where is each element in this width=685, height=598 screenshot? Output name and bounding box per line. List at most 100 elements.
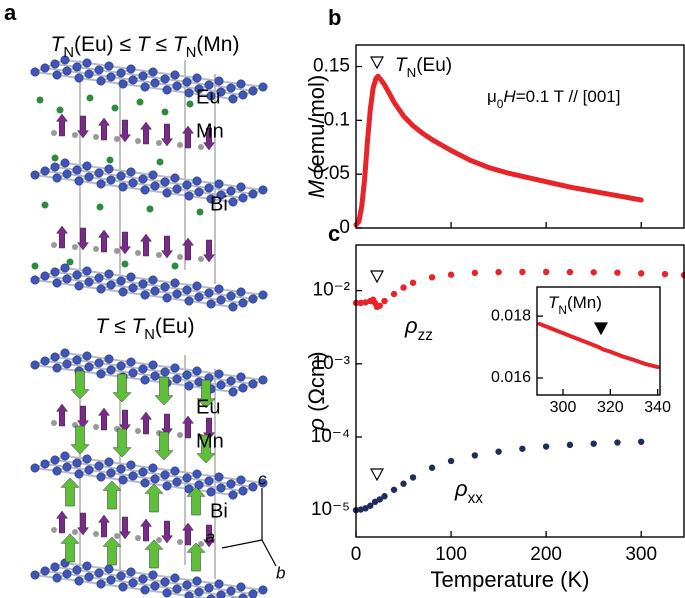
- spin-arrow: [76, 115, 90, 139]
- eu-atom: [51, 154, 59, 162]
- bi-atom: [172, 184, 182, 194]
- mn-atom: [114, 533, 120, 539]
- data-point: [519, 268, 526, 276]
- bi-atom: [236, 582, 246, 592]
- bond: [100, 464, 132, 478]
- bond: [44, 67, 244, 96]
- bi-atom: [96, 369, 106, 379]
- data-point: [590, 440, 597, 447]
- bi-atom: [150, 181, 160, 191]
- y-axis-label: ρ (Ωcm): [304, 351, 329, 431]
- bi-atom: [62, 274, 72, 284]
- bi-atom: [116, 68, 126, 78]
- bond: [78, 273, 110, 287]
- bi-atom: [236, 79, 246, 89]
- mn-atom: [93, 134, 99, 140]
- bi-atom: [236, 475, 246, 485]
- bi-atom: [60, 158, 70, 168]
- data-point: [428, 464, 436, 471]
- bi-atom: [72, 270, 82, 280]
- bi-atom: [204, 583, 214, 593]
- bond: [210, 83, 242, 97]
- bond: [144, 577, 176, 591]
- bi-atom: [40, 356, 50, 366]
- bond: [54, 566, 254, 595]
- eu-atom: [136, 98, 144, 106]
- text-part: (Eu) ≤: [74, 33, 137, 56]
- bi-atom: [140, 82, 150, 92]
- bi-atom: [162, 188, 172, 198]
- panel-label: c: [328, 221, 340, 246]
- bi-atom: [194, 480, 204, 490]
- data-point: [471, 452, 479, 459]
- bi-atom: [106, 468, 116, 478]
- bi-atom: [258, 290, 268, 300]
- data-point: [376, 302, 383, 310]
- x-axis-label: Temperature (K): [431, 567, 590, 592]
- spin-arrow: [160, 123, 174, 147]
- y-tick-label: 0.1: [324, 109, 350, 130]
- mn-atom: [177, 432, 183, 438]
- mn-atom: [156, 140, 162, 146]
- bond: [54, 356, 254, 385]
- bi-atom: [106, 72, 116, 82]
- bi-atom: [96, 284, 106, 294]
- bi-atom: [214, 284, 224, 294]
- bond: [64, 59, 264, 88]
- mn-atom: [135, 138, 141, 144]
- spin-arrow: [118, 119, 132, 143]
- spin-arrow: [139, 518, 153, 542]
- bond: [44, 570, 244, 598]
- mn-atom: [51, 527, 57, 533]
- bi-atom: [216, 295, 226, 305]
- bond: [78, 65, 110, 79]
- bi-atom: [104, 457, 114, 467]
- spin-arrow: [55, 510, 69, 534]
- bi-atom: [50, 162, 60, 172]
- bi-atom: [138, 279, 148, 289]
- text-part: xx: [468, 490, 484, 507]
- bi-atom: [226, 291, 236, 301]
- bi-atom: [72, 458, 82, 468]
- spin-arrow: [76, 405, 90, 429]
- bi-atom: [238, 90, 248, 100]
- x-tick-label: 200: [530, 544, 562, 565]
- mn-atom: [93, 531, 99, 537]
- bi-atom: [30, 570, 40, 580]
- bond: [54, 63, 254, 92]
- bi-atom: [104, 564, 114, 574]
- spin-arrow: [154, 431, 174, 461]
- data-point: [661, 270, 669, 278]
- spin-arrow: [60, 477, 80, 507]
- annotation: TN(Eu): [395, 55, 452, 80]
- bi-atom: [40, 271, 50, 281]
- crystal-illustration: [30, 55, 277, 598]
- bi-atom: [140, 375, 150, 385]
- bi-atom: [184, 484, 194, 494]
- bi-atom: [194, 84, 204, 94]
- eu-atom: [106, 156, 114, 164]
- bond: [34, 162, 66, 176]
- bi-atom: [74, 469, 84, 479]
- text-part: N: [63, 45, 74, 61]
- bi-atom: [150, 371, 160, 381]
- bond: [54, 271, 254, 300]
- bi-atom: [160, 470, 170, 480]
- text-part: ρ: [304, 418, 329, 432]
- bi-atom: [30, 463, 40, 473]
- bi-atom: [228, 197, 238, 207]
- annotation: μ0H=0.1 T // [001]: [487, 87, 620, 111]
- bond: [232, 86, 264, 100]
- bi-atom: [128, 368, 138, 378]
- annotation: TN(Mn): [548, 293, 602, 317]
- bi-atom: [216, 190, 226, 200]
- bi-atom: [184, 88, 194, 98]
- text-part: T: [51, 33, 66, 56]
- bi-atom: [160, 367, 170, 377]
- bond: [56, 565, 88, 579]
- bond: [188, 288, 220, 302]
- bi-atom: [192, 366, 202, 376]
- spin-arrow: [186, 542, 206, 572]
- bi-atom: [236, 182, 246, 192]
